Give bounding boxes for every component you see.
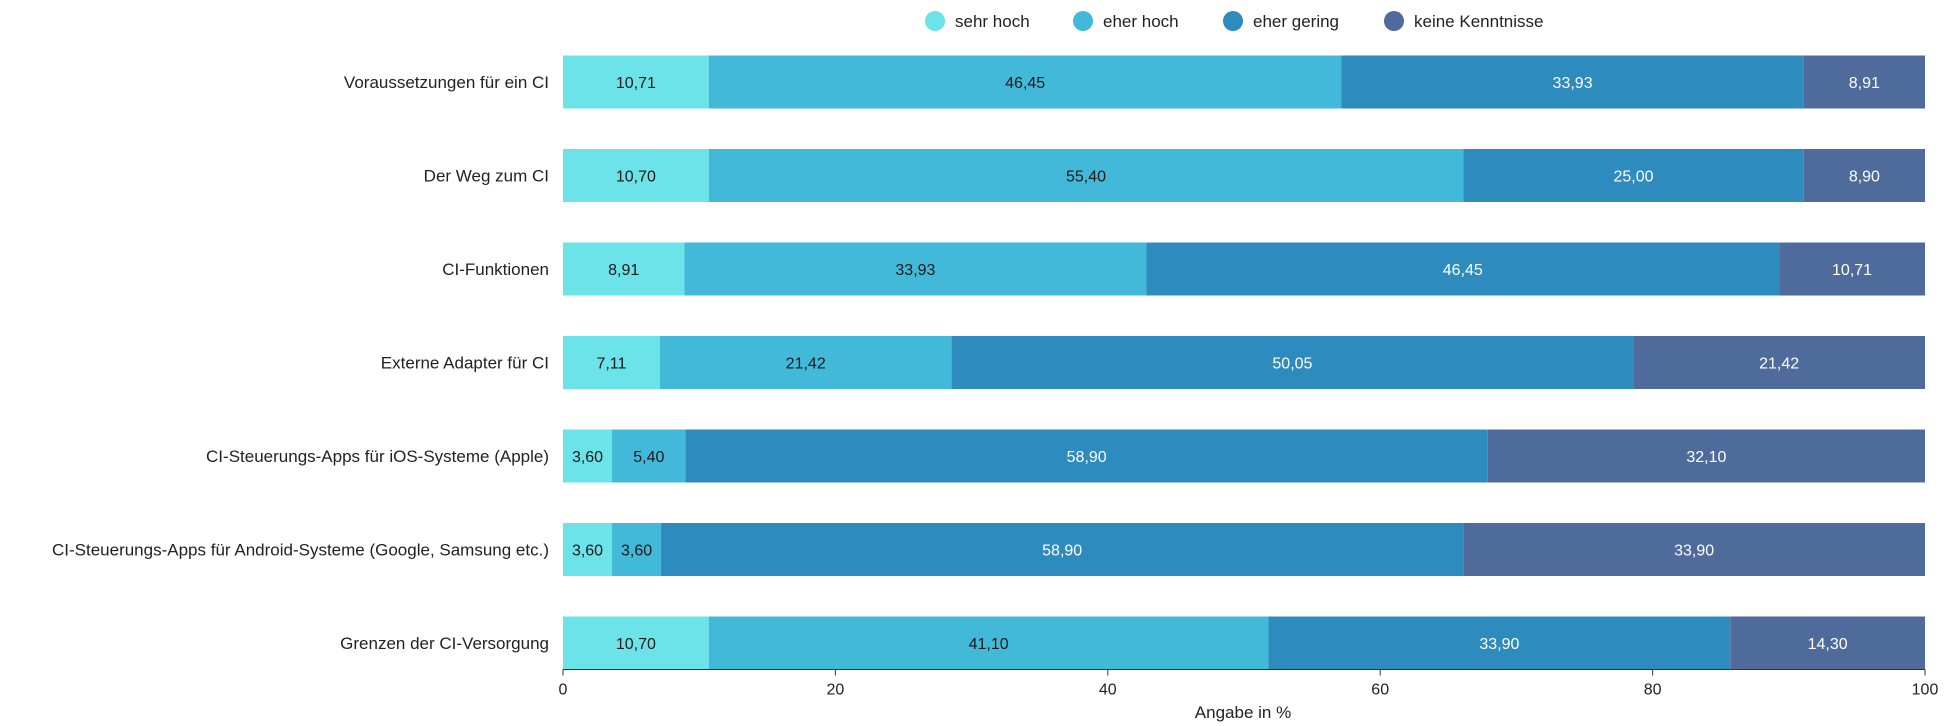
bar-segment	[685, 429, 1488, 483]
legend-swatch	[1223, 11, 1243, 31]
data-label: 21,42	[786, 356, 826, 373]
data-label: 5,40	[633, 449, 664, 466]
bar-segment	[1463, 523, 1925, 576]
legend-label: eher gering	[1253, 12, 1339, 31]
plot-area: 10,71 46,45 33,93 8,91 10,70 55,40 25,00 8,90 8,…	[563, 55, 1925, 670]
x-tick-label: 40	[1099, 682, 1117, 699]
bar-segment	[612, 523, 662, 576]
legend-label: keine Kenntnisse	[1414, 12, 1543, 31]
data-label: 58,90	[1042, 543, 1082, 560]
bar-segment	[563, 523, 613, 576]
x-tick-label: 100	[1912, 682, 1939, 699]
data-label: 32,10	[1686, 449, 1726, 466]
bar-segment	[563, 616, 709, 670]
category-label: Externe Adapter für CI	[381, 354, 549, 373]
data-label: 8,91	[608, 262, 639, 279]
bar-segment	[1146, 242, 1780, 296]
bar-segment	[563, 336, 660, 389]
legend-swatch	[1384, 11, 1404, 31]
bar-segment	[563, 149, 709, 202]
x-tick-label: 60	[1371, 682, 1389, 699]
data-label: 41,10	[969, 636, 1009, 653]
category-label: CI-Funktionen	[442, 260, 549, 279]
bar-segment	[1633, 336, 1925, 389]
bar-segment	[1803, 149, 1925, 202]
data-label: 46,45	[1005, 75, 1045, 92]
data-label: 3,60	[572, 543, 603, 560]
data-label: 33,90	[1479, 636, 1519, 653]
data-label: 58,90	[1067, 449, 1107, 466]
legend-label: eher hoch	[1103, 12, 1179, 31]
category-label: Der Weg zum CI	[424, 167, 549, 186]
legend-swatch	[1073, 11, 1093, 31]
x-tick-label: 20	[827, 682, 845, 699]
data-label: 33,93	[895, 262, 935, 279]
data-label: 10,70	[616, 636, 656, 653]
data-label: 33,90	[1674, 543, 1714, 560]
bar-segment	[563, 429, 613, 483]
bar-segment	[708, 149, 1464, 202]
bar-segment	[661, 523, 1464, 576]
legend-label: sehr hoch	[955, 12, 1030, 31]
data-label: 46,45	[1443, 262, 1483, 279]
data-label: 10,71	[1832, 262, 1872, 279]
bar-segment	[612, 429, 686, 483]
bar-segment	[1341, 55, 1804, 109]
category-axis: Voraussetzungen für ein CI Der Weg zum CI…	[52, 73, 549, 653]
data-label: 14,30	[1808, 636, 1848, 653]
category-label: Grenzen der CI-Versorgung	[340, 634, 549, 653]
category-label: Voraussetzungen für ein CI	[344, 73, 549, 92]
x-axis-title: Angabe in %	[1195, 703, 1291, 722]
bar-segment	[1803, 55, 1925, 109]
bar-segment	[1487, 429, 1925, 483]
data-label: 7,11	[596, 356, 626, 373]
bar-segment	[563, 55, 709, 109]
bar-segment	[708, 55, 1342, 109]
bar-segment	[1463, 149, 1804, 202]
legend: sehr hoch eher hoch eher gering keine Kennt…	[925, 11, 1543, 31]
data-label: 25,00	[1614, 169, 1654, 186]
data-label: 8,91	[1849, 75, 1880, 92]
data-label: 3,60	[572, 449, 603, 466]
bar-segment	[708, 616, 1269, 670]
data-label: 3,60	[621, 543, 652, 560]
x-tick-label: 80	[1644, 682, 1662, 699]
data-label: 33,93	[1553, 75, 1593, 92]
x-tick-label: 0	[559, 682, 568, 699]
bar-segment	[1268, 616, 1731, 670]
legend-swatch	[925, 11, 945, 31]
data-label: 10,71	[616, 75, 656, 92]
bar-segment	[1779, 242, 1925, 296]
data-label: 50,05	[1272, 356, 1312, 373]
data-label: 21,42	[1759, 356, 1799, 373]
bar-segment	[684, 242, 1147, 296]
x-axis: 0 20 40 60 80 100	[559, 669, 1939, 699]
data-label: 8,90	[1849, 169, 1880, 186]
data-label: 10,70	[616, 169, 656, 186]
bar-segment	[951, 336, 1634, 389]
data-label: 55,40	[1066, 169, 1106, 186]
category-label: CI-Steuerungs-Apps für Android-Systeme (…	[52, 541, 549, 560]
bar-segment	[563, 242, 685, 296]
bar-segment	[659, 336, 952, 389]
bar-segment	[1730, 616, 1925, 670]
category-label: CI-Steuerungs-Apps für iOS-Systeme (Appl…	[206, 447, 549, 466]
